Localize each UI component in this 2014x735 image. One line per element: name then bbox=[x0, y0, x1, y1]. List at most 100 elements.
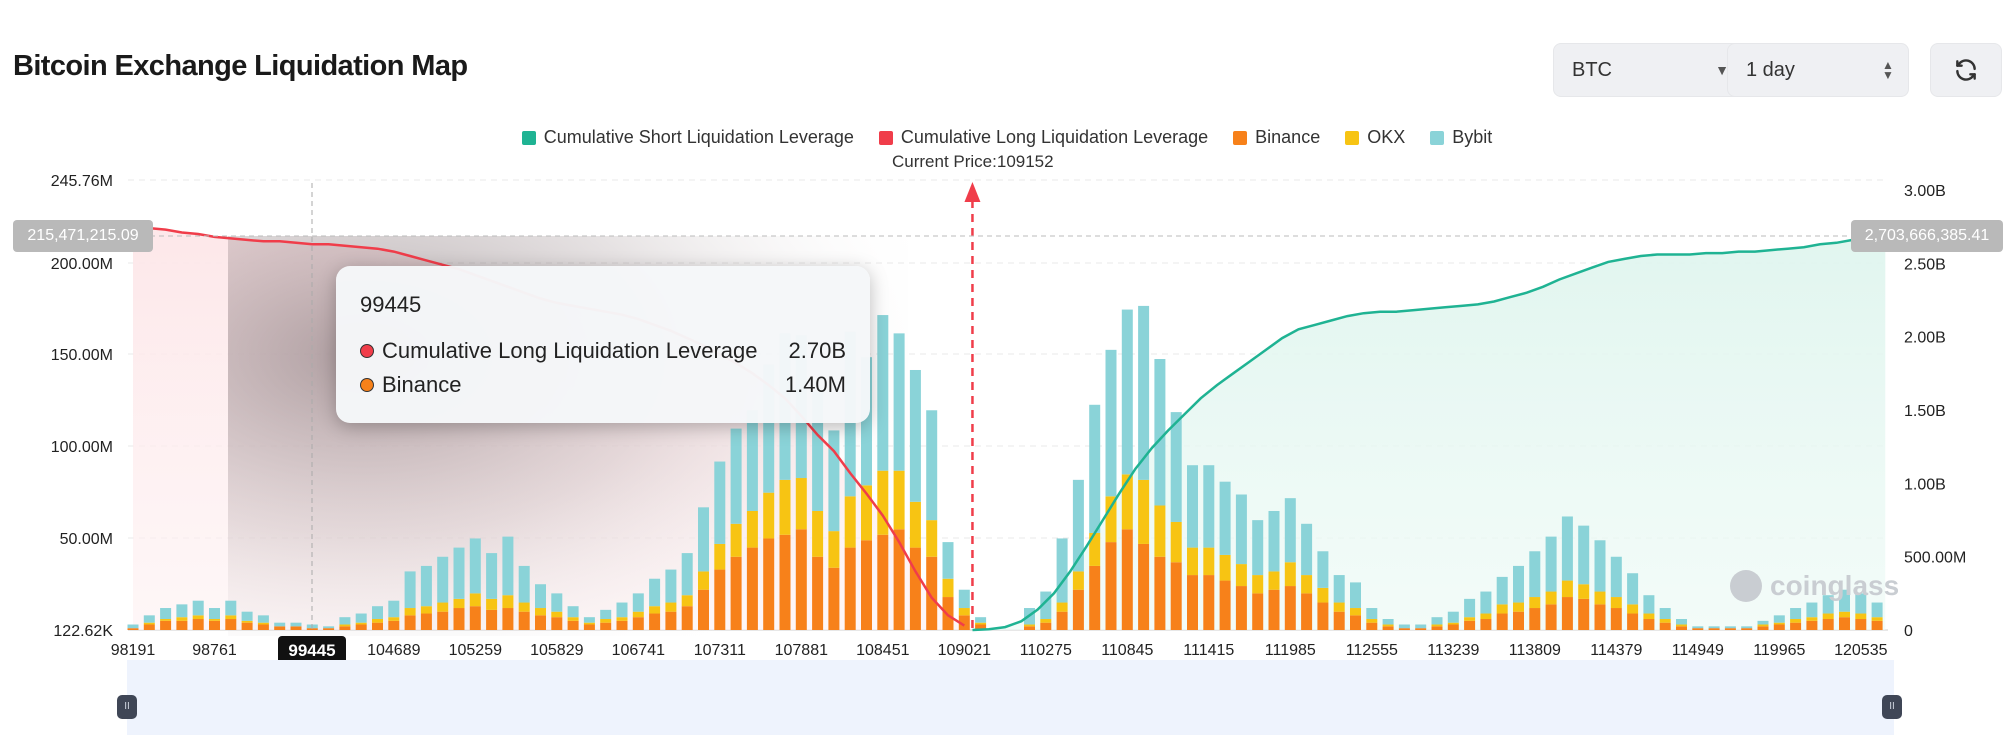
bar-bybit bbox=[192, 600, 204, 616]
bar-binance bbox=[1447, 624, 1459, 630]
bar-bybit bbox=[486, 553, 498, 599]
bar-binance bbox=[665, 611, 677, 630]
y-right-tick-label: 2.00B bbox=[1904, 330, 1946, 347]
bar-okx bbox=[209, 619, 220, 621]
bar-bybit bbox=[453, 547, 465, 599]
legend-item-binance[interactable]: Binance bbox=[1233, 127, 1320, 148]
y-right-tick-label: 500.00M bbox=[1904, 550, 1966, 567]
legend-item-long[interactable]: Cumulative Long Liquidation Leverage bbox=[878, 127, 1208, 148]
bar-bybit bbox=[1806, 602, 1818, 618]
bar-bybit bbox=[437, 556, 449, 603]
bar-bybit bbox=[1301, 523, 1313, 576]
bar-binance bbox=[306, 628, 318, 630]
bar-binance bbox=[469, 606, 481, 630]
bar-okx bbox=[551, 611, 563, 618]
x-tick-label: 114949 bbox=[1672, 642, 1724, 659]
x-tick-label: 108451 bbox=[856, 642, 909, 659]
y-left-tick-label: 200.00M bbox=[51, 256, 113, 273]
bar-binance bbox=[535, 615, 546, 630]
x-tick-label: 114379 bbox=[1590, 642, 1642, 659]
bar-okx bbox=[241, 620, 253, 623]
coinglass-logo-icon bbox=[1730, 570, 1762, 602]
tooltip-row-value: 2.70B bbox=[788, 338, 847, 363]
bar-binance bbox=[1513, 611, 1524, 630]
bar-bybit bbox=[893, 333, 905, 471]
tooltip-row-name: Cumulative Long Liquidation Leverage bbox=[382, 338, 758, 363]
bar-binance bbox=[1610, 608, 1622, 630]
bar-bybit bbox=[1447, 611, 1459, 623]
bar-binance bbox=[404, 615, 416, 630]
bar-binance bbox=[1529, 608, 1541, 630]
bar-okx bbox=[1235, 564, 1247, 587]
range-start-handle[interactable]: II bbox=[117, 695, 137, 719]
bar-okx bbox=[958, 608, 970, 616]
bar-okx bbox=[143, 622, 155, 625]
bar-binance bbox=[160, 620, 172, 630]
bar-bybit bbox=[160, 608, 172, 620]
legend-item-okx[interactable]: OKX bbox=[1345, 127, 1405, 148]
bar-binance bbox=[1496, 613, 1508, 630]
bar-bybit bbox=[1659, 608, 1671, 620]
bar-bybit bbox=[1382, 619, 1394, 625]
bar-bybit bbox=[730, 428, 742, 524]
bar-binance bbox=[1415, 628, 1427, 630]
bar-binance bbox=[1855, 619, 1867, 630]
bar-okx bbox=[795, 478, 807, 530]
range-end-handle[interactable]: II bbox=[1882, 695, 1902, 719]
bar-okx bbox=[1790, 619, 1802, 623]
bar-binance bbox=[1822, 619, 1834, 630]
crosshair-right-value: 2,703,666,385.41 bbox=[1851, 220, 2003, 252]
bar-binance bbox=[1773, 624, 1785, 630]
legend-item-bybit[interactable]: Bybit bbox=[1430, 127, 1492, 148]
bar-binance bbox=[1154, 556, 1166, 630]
bar-okx bbox=[812, 510, 824, 557]
bar-okx bbox=[698, 571, 709, 590]
bar-okx bbox=[893, 470, 905, 530]
bar-binance bbox=[1187, 575, 1198, 630]
bar-bybit bbox=[1284, 498, 1296, 563]
bar-binance bbox=[551, 617, 563, 630]
bar-bybit bbox=[1529, 551, 1541, 598]
bar-binance bbox=[632, 617, 644, 630]
chevron-down-icon: ▼ bbox=[1715, 62, 1729, 78]
bar-bybit bbox=[1839, 589, 1850, 612]
bar-okx bbox=[420, 606, 432, 614]
bar-okx bbox=[861, 485, 872, 541]
bar-bybit bbox=[241, 611, 253, 621]
x-tick-label: 119965 bbox=[1753, 642, 1805, 659]
tooltip-row-name: Binance bbox=[382, 372, 462, 397]
bar-bybit bbox=[1561, 516, 1573, 581]
period-select[interactable]: 1 day ▲ ▼ bbox=[1727, 43, 1909, 97]
bar-bybit bbox=[355, 613, 367, 623]
bar-bybit bbox=[1138, 305, 1150, 480]
coin-select[interactable]: BTC ▼ bbox=[1553, 43, 1743, 97]
bar-binance bbox=[1121, 529, 1133, 630]
bar-bybit bbox=[1187, 465, 1198, 548]
bar-binance bbox=[241, 622, 253, 630]
bar-binance bbox=[209, 620, 220, 630]
y-axis-left: 245.76M 200.00M 150.00M 100.00M 50.00M 122.62… bbox=[51, 173, 114, 640]
legend-item-short[interactable]: Cumulative Short Liquidation Leverage bbox=[521, 127, 854, 148]
legend-swatch-bybit bbox=[1430, 130, 1445, 145]
bar-bybit bbox=[339, 617, 351, 625]
bar-okx bbox=[763, 492, 775, 539]
x-tick-label: 111985 bbox=[1265, 642, 1316, 659]
bar-okx bbox=[1578, 584, 1590, 599]
bar-bybit bbox=[714, 461, 726, 544]
bar-binance bbox=[1561, 597, 1573, 630]
bar-bybit bbox=[1333, 575, 1345, 603]
bar-bybit bbox=[1105, 349, 1117, 497]
y-right-tick-label: 2.50B bbox=[1904, 256, 1946, 273]
bar-binance bbox=[1301, 593, 1313, 630]
bar-binance bbox=[1545, 604, 1557, 630]
bar-okx bbox=[1350, 608, 1361, 616]
bar-bybit bbox=[1643, 595, 1655, 614]
bar-bybit bbox=[1040, 591, 1052, 620]
bar-okx bbox=[1040, 619, 1052, 623]
bar-bybit bbox=[1708, 626, 1720, 629]
refresh-button[interactable] bbox=[1930, 43, 2002, 97]
zoom-range-slider[interactable] bbox=[127, 660, 1894, 735]
bar-okx bbox=[1170, 521, 1182, 563]
bar-okx bbox=[583, 622, 595, 625]
